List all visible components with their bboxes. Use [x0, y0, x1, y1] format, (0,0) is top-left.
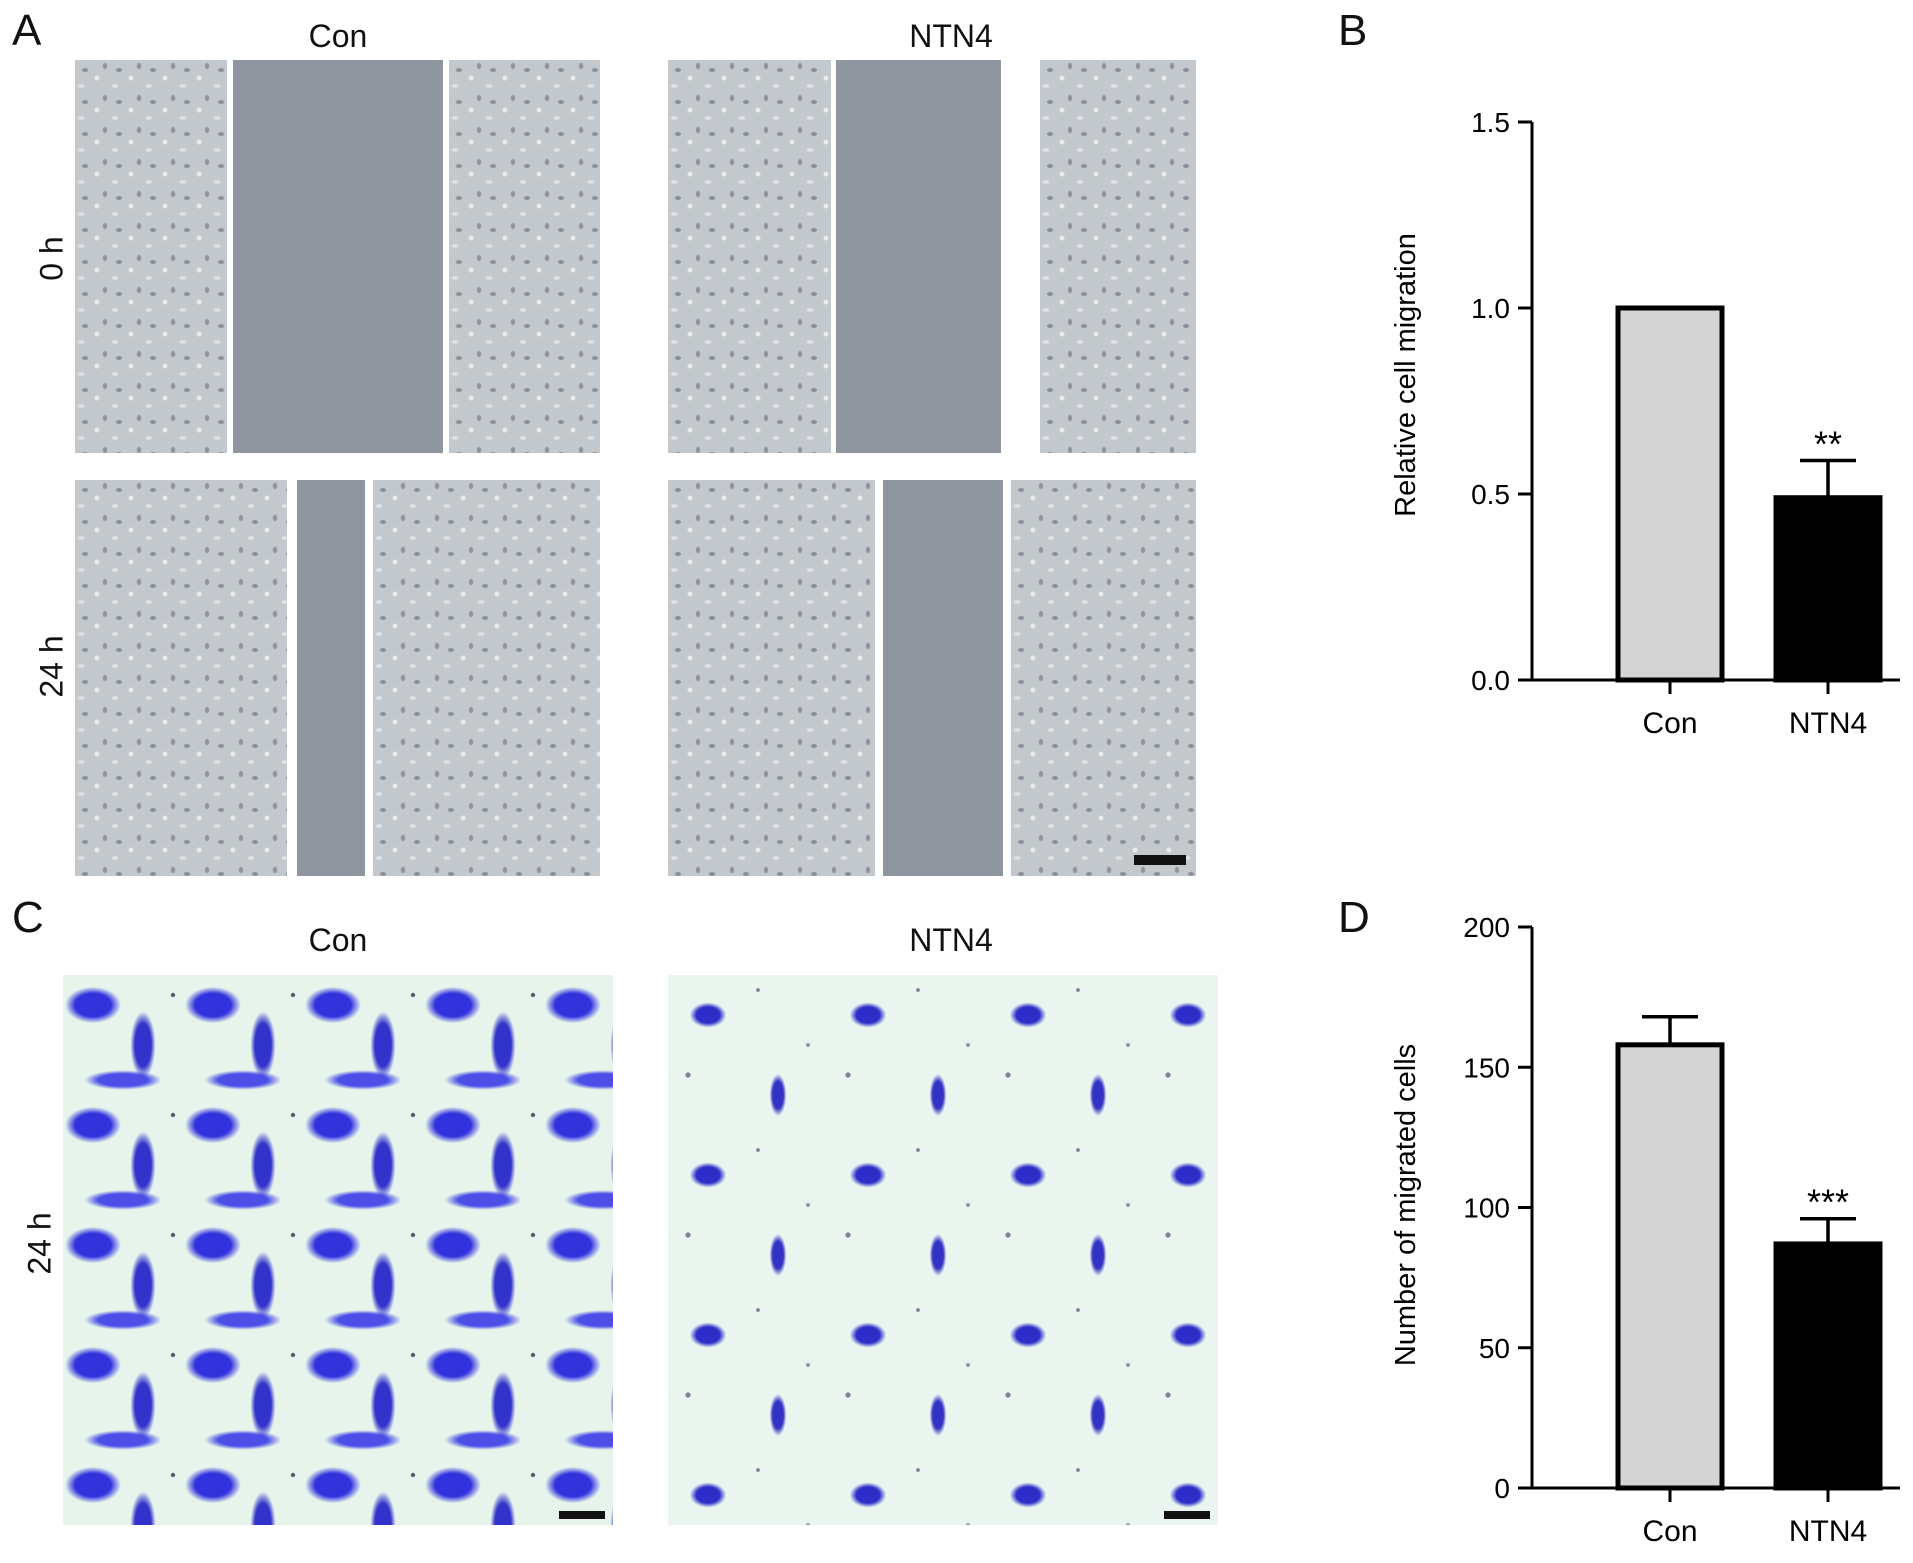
bar-ntn4	[1773, 1241, 1883, 1491]
y-tick-label: 0.0	[1471, 665, 1510, 696]
wound-col-label-ntn4: NTN4	[909, 18, 993, 54]
panel-label-d: D	[1338, 893, 1370, 942]
y-tick-label: 100	[1463, 1193, 1510, 1224]
chart-relative-cell-migration: Relative cell migration 0.0 0.5 1.0 1.5 Con N…	[1390, 107, 1900, 740]
wound-row-label-0h: 0 h	[33, 236, 70, 281]
wound-row-label-24h: 24 h	[33, 635, 70, 698]
bar-con	[1615, 1042, 1725, 1491]
y-tick-label: 0	[1494, 1473, 1510, 1504]
micrograph-wound-ntn4-24h	[668, 480, 1196, 876]
y-tick-label: 50	[1479, 1333, 1510, 1364]
wound-col-label-con: Con	[308, 18, 368, 54]
chart-migrated-cells: Number of migrated cells 0 50 100 150 200 Con…	[1390, 912, 1900, 1548]
y-tick-label: 1.0	[1471, 293, 1510, 324]
scale-bar	[559, 1511, 605, 1519]
micrograph-transwell-ntn4	[668, 975, 1218, 1525]
significance-marker: ***	[1807, 1182, 1849, 1223]
micrograph-wound-con-24h	[75, 480, 600, 876]
bar-con	[1615, 305, 1725, 683]
micrograph-wound-con-0h	[75, 60, 600, 453]
x-tick-label: Con	[1642, 707, 1697, 740]
y-axis-title: Relative cell migration	[1390, 233, 1422, 517]
x-tick-label: NTN4	[1789, 707, 1867, 740]
panel-label-c: C	[12, 893, 44, 942]
bar-ntn4	[1773, 495, 1883, 683]
x-tick-label: Con	[1642, 1515, 1697, 1548]
micrograph-transwell-con	[63, 975, 613, 1525]
micrograph-wound-ntn4-0h	[668, 60, 1196, 453]
y-tick-label: 0.5	[1471, 479, 1510, 510]
panel-label-a: A	[12, 6, 42, 55]
y-tick-label: 1.5	[1471, 107, 1510, 138]
y-tick-label: 200	[1463, 912, 1510, 943]
x-tick-label: NTN4	[1789, 1515, 1867, 1548]
scale-bar	[1134, 855, 1186, 865]
scale-bar	[1164, 1511, 1210, 1519]
y-axis-title: Number of migrated cells	[1390, 1044, 1422, 1366]
transwell-col-label-ntn4: NTN4	[909, 922, 993, 958]
transwell-col-label-con: Con	[308, 922, 368, 958]
significance-marker: **	[1814, 424, 1842, 465]
transwell-row-label-24h: 24 h	[21, 1212, 58, 1275]
panel-label-b: B	[1338, 6, 1368, 55]
y-tick-label: 150	[1463, 1052, 1510, 1083]
